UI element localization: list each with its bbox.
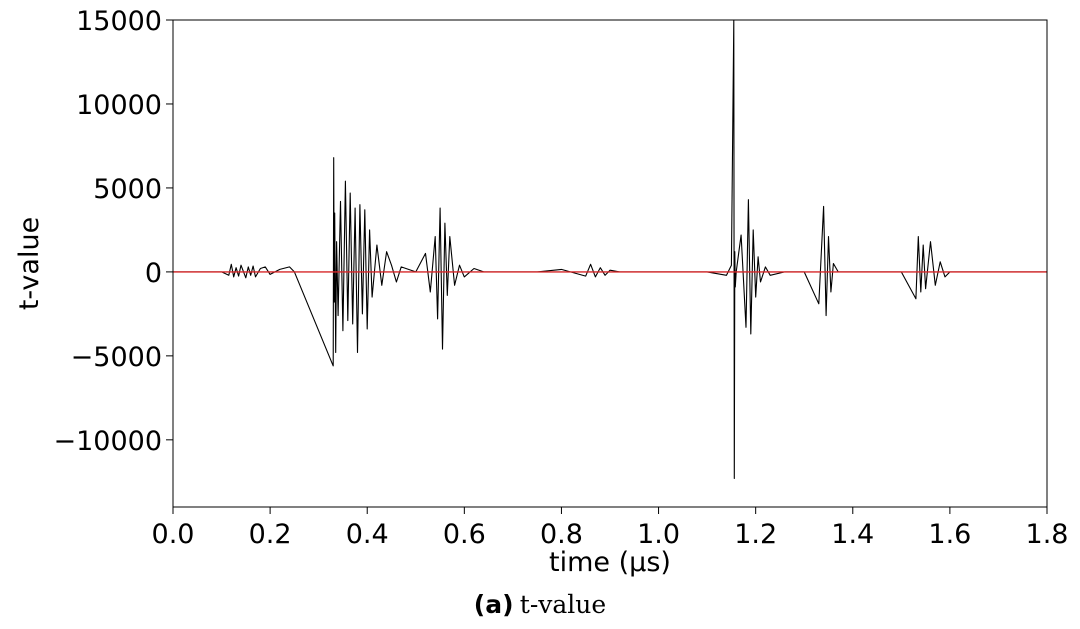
y-tick-label: 15000	[76, 6, 162, 37]
series-layer	[173, 19, 1047, 480]
t-value-chart: 0.0 0.2 0.4 0.6 0.8 1.0 1.2 1.4 1.6 1.8 −10000 −500…	[14, 6, 1068, 578]
y-tick-label: 0	[145, 258, 162, 289]
axes-layer	[172, 19, 1048, 508]
x-tick-label: 0.8	[540, 519, 583, 550]
plot-frame	[172, 19, 1048, 508]
x-tick-label: 0.6	[443, 519, 486, 550]
x-tick-label: 1.2	[734, 519, 777, 550]
y-tick-label: −5000	[71, 342, 162, 373]
x-tick-label: 1.4	[831, 519, 874, 550]
y-axis-title: t-value	[14, 217, 45, 310]
y-tick-label: −10000	[53, 426, 162, 457]
caption-label: (a)	[473, 590, 514, 619]
caption-text: t-value	[519, 590, 607, 619]
x-tick-label: 1.6	[928, 519, 971, 550]
x-tick-label: 1.0	[637, 519, 680, 550]
x-tick-label: 0.4	[346, 519, 389, 550]
ticks-layer: 0.0 0.2 0.4 0.6 0.8 1.0 1.2 1.4 1.6 1.8 −10000 −500…	[53, 6, 1068, 550]
y-tick-label: 5000	[93, 174, 162, 205]
x-tick-label: 0.0	[152, 519, 195, 550]
y-tick-label: 10000	[76, 90, 162, 121]
figure-caption: (a) t-value	[0, 590, 1080, 620]
x-axis-title: time (μs)	[549, 547, 671, 578]
series-line-1	[173, 19, 1047, 480]
x-tick-label: 1.8	[1026, 519, 1069, 550]
x-tick-label: 0.2	[249, 519, 292, 550]
